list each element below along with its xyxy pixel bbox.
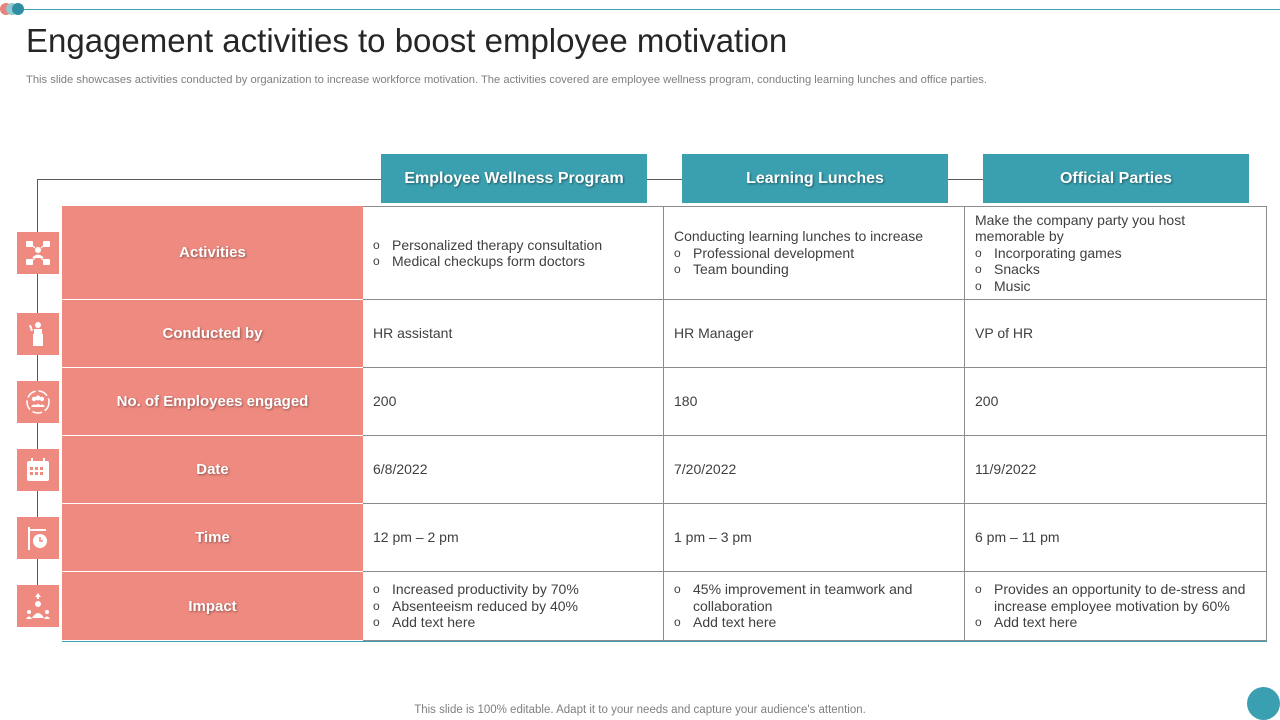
table-cell-lunches: 180 [664,368,965,436]
cell-text: HR Manager [674,325,754,342]
row-label: Activities [62,206,363,300]
clock-sign-icon [17,517,59,559]
table-cell-parties: 6 pm – 11 pm [965,504,1267,572]
bullet-item: Add text here [975,614,1256,631]
table-cell-lunches: Conducting learning lunches to increaseP… [664,206,965,300]
cell-text: 12 pm – 2 pm [373,529,459,546]
column-header-lunches: Learning Lunches [682,154,948,203]
row-label: Date [62,436,363,504]
table-cell-wellness: 6/8/2022 [363,436,664,504]
page-title: Engagement activities to boost employee … [26,22,788,59]
bullet-item: Increased productivity by 70% [373,581,653,598]
bullet-item: Snacks [975,261,1256,278]
bullet-item: 45% improvement in teamwork and collabor… [674,581,954,614]
bullet-list: Personalized therapy consultationMedical… [373,237,653,270]
table-cell-lunches: HR Manager [664,300,965,368]
team-network-icon [17,232,59,274]
bullet-item: Music [975,278,1256,295]
table-cell-wellness: HR assistant [363,300,664,368]
bullet-item: Add text here [373,614,653,631]
engagement-table: Activities Personalized therapy consultat… [62,206,1267,642]
column-header-parties: Official Parties [983,154,1249,203]
bullet-item: Medical checkups form doctors [373,253,653,270]
bullet-item: Team bounding [674,261,954,278]
column-header-wellness: Employee Wellness Program [381,154,647,203]
cell-text: 6 pm – 11 pm [975,529,1060,546]
group-cycle-icon [17,381,59,423]
cell-text: 200 [373,393,397,410]
bullet-list: Professional developmentTeam bounding [674,245,954,278]
footer-note: This slide is 100% editable. Adapt it to… [414,704,866,716]
bullet-list: 45% improvement in teamwork and collabor… [674,581,954,631]
table-cell-wellness: Increased productivity by 70%Absenteeism… [363,572,664,641]
bullet-item: Incorporating games [975,245,1256,262]
table-cell-lunches: 7/20/2022 [664,436,965,504]
bullet-item: Provides an opportunity to de-stress and… [975,581,1256,614]
page-subtitle: This slide showcases activities conducte… [26,74,987,86]
table-cell-parties: Provides an opportunity to de-stress and… [965,572,1267,641]
cell-text: Conducting learning lunches to increase [674,228,924,245]
bullet-item: Personalized therapy consultation [373,237,653,254]
bullet-item: Add text here [674,614,954,631]
row-label: Conducted by [62,300,363,368]
cell-text: 6/8/2022 [373,461,428,478]
growth-people-icon [17,585,59,627]
table-cell-lunches: 1 pm – 3 pm [664,504,965,572]
cell-text: 200 [975,393,999,410]
cell-text: 180 [674,393,698,410]
bullet-list: Provides an opportunity to de-stress and… [975,581,1256,631]
cell-text: 7/20/2022 [674,461,737,478]
bullet-list: Incorporating gamesSnacksMusic [975,245,1256,295]
table-cell-wellness: 200 [363,368,664,436]
row-label: No. of Employees engaged [62,368,363,436]
table-cell-parties: VP of HR [965,300,1267,368]
cell-text: 11/9/2022 [975,461,1037,478]
speaker-podium-icon [17,313,59,355]
calendar-icon [17,449,59,491]
table-cell-parties: 11/9/2022 [965,436,1267,504]
row-label: Time [62,504,363,572]
cell-text: VP of HR [975,325,1034,342]
top-rule [22,9,1280,10]
bullet-item: Absenteeism reduced by 40% [373,598,653,615]
table-cell-parties: Make the company party you host memorabl… [965,206,1267,300]
table-cell-wellness: Personalized therapy consultationMedical… [363,206,664,300]
corner-decor-circle [1247,687,1280,720]
cell-text: Make the company party you host memorabl… [975,211,1186,245]
bullet-item: Professional development [674,245,954,262]
cell-text: HR assistant [373,325,453,342]
cell-text: 1 pm – 3 pm [674,529,752,546]
table-cell-wellness: 12 pm – 2 pm [363,504,664,572]
table-cell-parties: 200 [965,368,1267,436]
bullet-list: Increased productivity by 70%Absenteeism… [373,581,653,631]
table-cell-lunches: 45% improvement in teamwork and collabor… [664,572,965,641]
row-label: Impact [62,572,363,641]
decor-dot-teal [12,3,24,15]
